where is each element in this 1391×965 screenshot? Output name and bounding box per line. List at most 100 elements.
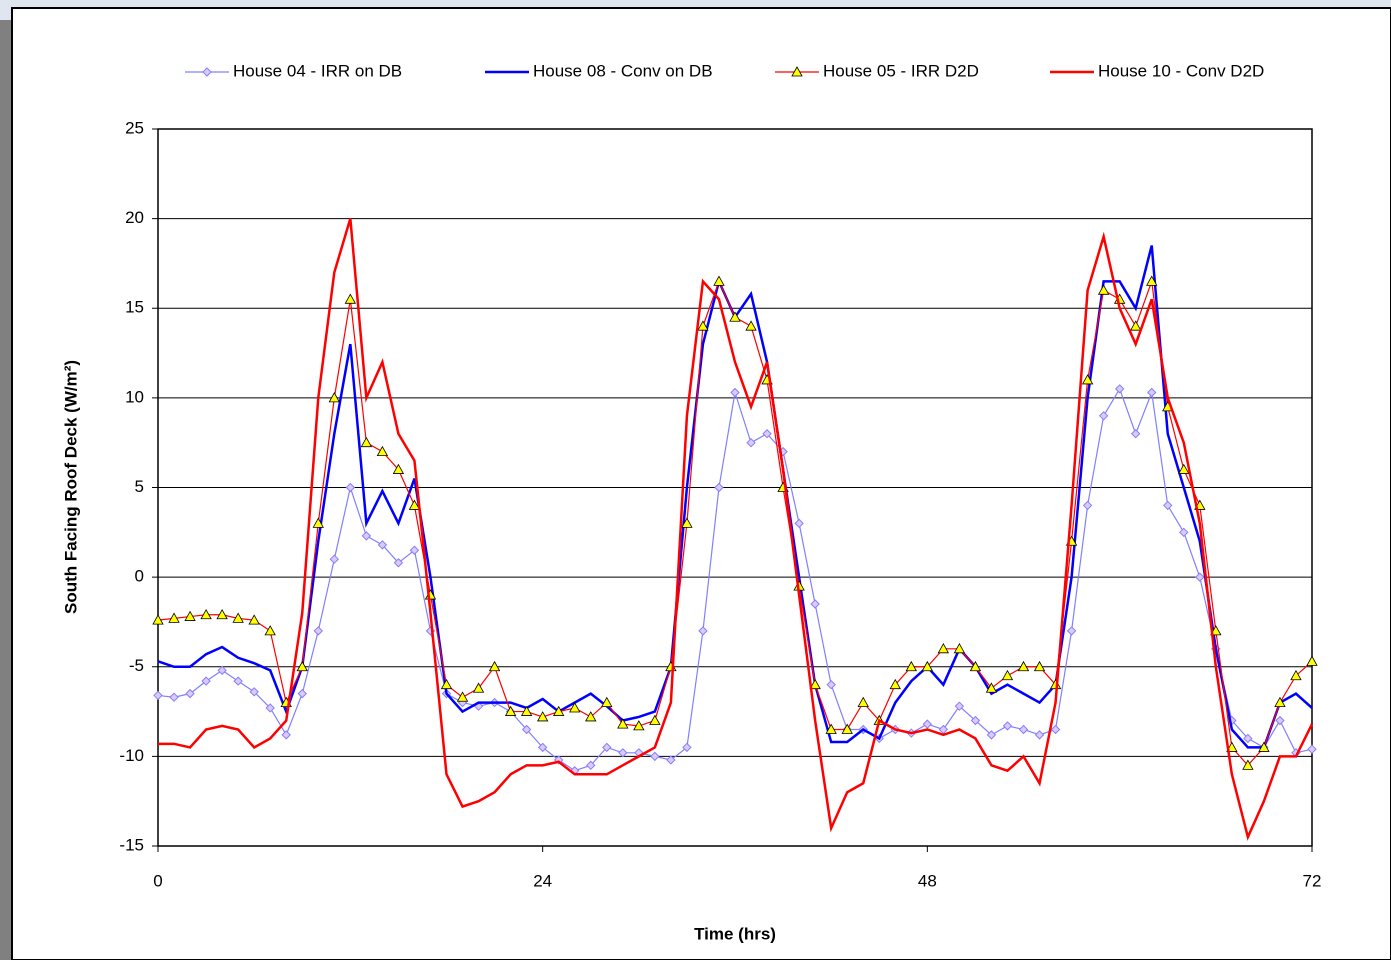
chart-area — [11, 7, 1391, 961]
x-tick-label: 0 — [153, 871, 162, 890]
data-point — [1017, 660, 1030, 672]
data-point — [392, 463, 405, 474]
data-point — [649, 714, 661, 725]
data-point — [986, 730, 997, 740]
data-point — [1097, 284, 1110, 295]
data-point — [938, 724, 949, 735]
data-point — [1243, 733, 1253, 744]
data-point — [1306, 655, 1318, 666]
y-tick-label: 15 — [125, 298, 144, 317]
data-point — [746, 437, 756, 448]
data-point — [1147, 387, 1157, 398]
data-point — [456, 691, 469, 702]
data-point — [1258, 741, 1270, 752]
y-tick-label: -5 — [129, 656, 144, 675]
data-point — [729, 311, 741, 322]
x-tick-label: 24 — [533, 871, 552, 890]
data-point — [536, 711, 549, 722]
data-point — [297, 688, 307, 699]
frame-edge — [0, 20, 14, 960]
data-point — [617, 718, 629, 729]
data-point — [1130, 429, 1141, 439]
data-point — [233, 676, 243, 686]
data-point — [472, 682, 485, 693]
data-point — [393, 558, 404, 568]
data-point — [585, 711, 597, 722]
data-point — [1081, 374, 1094, 385]
data-point — [345, 482, 356, 493]
data-point — [1179, 527, 1189, 538]
x-tick-label: 72 — [1303, 871, 1322, 890]
data-point — [681, 517, 693, 528]
data-point — [169, 692, 179, 702]
data-point — [504, 705, 517, 716]
data-point — [969, 660, 982, 672]
data-point — [1114, 384, 1125, 394]
y-tick-label: -10 — [119, 746, 144, 765]
data-point — [168, 612, 180, 623]
data-point — [281, 730, 291, 740]
data-point — [1066, 626, 1077, 636]
data-point — [1195, 572, 1205, 582]
data-point — [1033, 660, 1046, 672]
data-point — [408, 499, 421, 510]
data-point — [249, 687, 259, 697]
legend-marker — [202, 67, 212, 77]
data-point — [586, 760, 596, 771]
data-point — [713, 275, 725, 286]
data-point — [152, 614, 164, 625]
data-point — [520, 705, 533, 716]
data-point — [200, 608, 212, 620]
data-point — [569, 702, 581, 713]
data-point — [730, 387, 740, 398]
legend-marker — [791, 66, 803, 77]
x-axis-label: Time (hrs) — [694, 924, 776, 943]
data-point — [1034, 730, 1045, 740]
data-point — [1275, 715, 1285, 726]
data-point — [970, 715, 981, 726]
data-point — [265, 703, 275, 713]
data-point — [344, 293, 357, 304]
data-point — [922, 719, 933, 729]
data-point — [857, 696, 869, 707]
data-point — [201, 676, 211, 686]
data-point — [697, 320, 709, 331]
data-point — [264, 625, 276, 636]
data-point — [216, 608, 228, 620]
legend-label: House 10 - Conv D2D — [1098, 61, 1264, 80]
data-point — [698, 626, 708, 636]
data-point — [921, 660, 934, 672]
data-point — [440, 678, 453, 690]
data-point — [1130, 320, 1142, 331]
data-point — [1178, 463, 1190, 474]
data-point — [1163, 500, 1173, 511]
data-point — [714, 482, 724, 493]
data-point — [1242, 759, 1254, 770]
data-point — [889, 678, 901, 690]
data-point — [1050, 724, 1061, 735]
legend-label: House 05 - IRR D2D — [823, 61, 979, 80]
data-point — [762, 429, 772, 439]
data-point — [633, 720, 645, 731]
data-point — [1274, 696, 1286, 707]
y-tick-label: 20 — [125, 208, 144, 227]
data-point — [248, 614, 260, 625]
legend-label: House 08 - Conv on DB — [533, 61, 713, 80]
data-point — [377, 540, 388, 550]
data-point — [1098, 411, 1109, 421]
y-tick-label: -15 — [119, 835, 144, 854]
data-point — [312, 517, 324, 528]
data-point — [184, 610, 196, 621]
data-point — [409, 545, 420, 555]
data-point — [313, 626, 323, 636]
data-point — [360, 436, 373, 448]
data-point — [618, 748, 628, 758]
data-point — [1146, 275, 1158, 286]
data-point — [1210, 625, 1222, 636]
legend-label: House 04 - IRR on DB — [233, 61, 402, 80]
data-point — [185, 688, 195, 699]
y-tick-label: 5 — [135, 477, 144, 496]
data-point — [153, 690, 163, 701]
data-point — [937, 643, 950, 654]
